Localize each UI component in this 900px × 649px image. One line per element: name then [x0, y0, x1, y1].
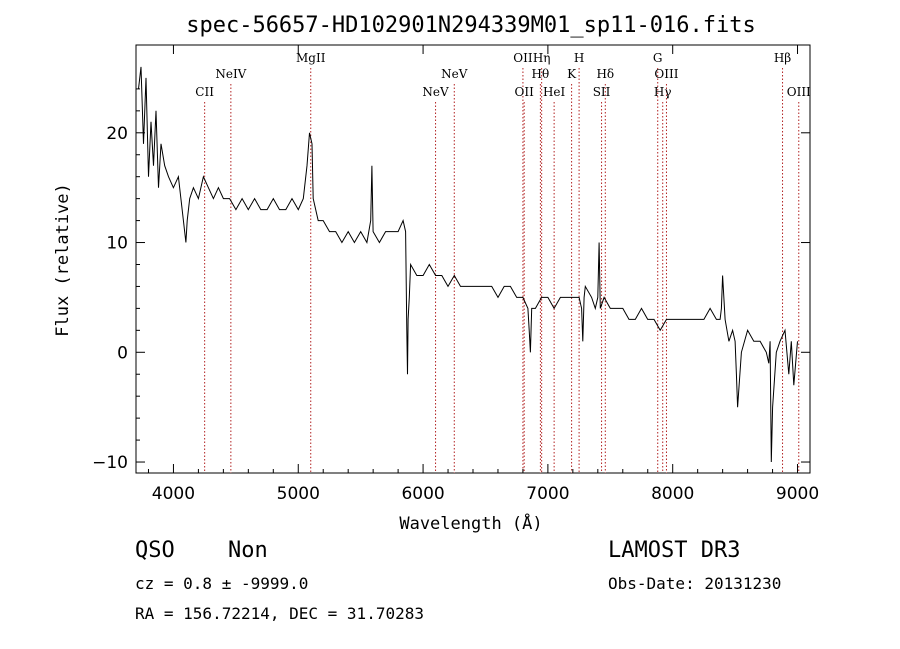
line-marker-label: SII — [593, 85, 611, 99]
chart-title: spec-56657-HD102901N294339M01_sp11-016.f… — [186, 13, 756, 38]
y-tick-label: 0 — [117, 343, 128, 363]
line-marker-label: H — [574, 51, 584, 65]
x-tick-label: 4000 — [152, 484, 195, 504]
line-marker-label: Hβ — [774, 51, 791, 65]
line-marker-label: K — [567, 67, 577, 81]
line-marker-label: OII — [513, 51, 533, 65]
line-marker-label: OIII — [787, 85, 811, 99]
spectrum-series-line — [138, 66, 798, 463]
x-axis-ticks: 4000 5000 6000 7000 8000 9000 — [147, 45, 819, 504]
y-tick-label: 20 — [106, 124, 128, 144]
line-marker-label: Hη — [533, 51, 551, 65]
line-marker-label: OII — [515, 85, 535, 99]
obs-date: Obs-Date: 20131230 — [608, 574, 782, 593]
redshift-readout: cz = 0.8 ± -9999.0 — [135, 574, 309, 593]
x-tick-label: 8000 — [651, 484, 694, 504]
line-marker-label: HeI — [543, 85, 566, 99]
object-class: QSO — [135, 538, 175, 563]
x-axis-label: Wavelength (Å) — [399, 512, 542, 534]
line-marker-label: MgII — [296, 51, 326, 65]
y-tick-label: −10 — [92, 453, 128, 473]
x-tick-label: 5000 — [277, 484, 320, 504]
ra-dec-readout: RA = 156.72214, DEC = 31.70283 — [135, 604, 424, 623]
line-marker-label: Hγ — [654, 85, 672, 99]
y-tick-label: 10 — [106, 234, 128, 254]
spectrum-chart: spec-56657-HD102901N294339M01_sp11-016.f… — [53, 13, 819, 534]
line-marker-label: Hδ — [596, 67, 614, 81]
y-axis-ticks: −10 0 10 20 — [92, 88, 810, 473]
line-marker-label: NeIV — [215, 67, 246, 81]
line-marker-label: OIII — [654, 67, 678, 81]
x-tick-label: 6000 — [401, 484, 444, 504]
line-marker-label: Hθ — [532, 67, 550, 81]
object-subclass: Non — [228, 538, 268, 563]
line-marker-label: CII — [195, 85, 214, 99]
x-tick-label: 7000 — [526, 484, 569, 504]
plot-frame — [135, 44, 811, 474]
line-marker-label: NeV — [441, 67, 468, 81]
survey-name: LAMOST DR3 — [608, 538, 741, 563]
line-marker-label: NeV — [422, 85, 449, 99]
line-marker-label: G — [653, 51, 663, 65]
y-axis-label: Flux (relative) — [53, 183, 73, 337]
x-tick-label: 9000 — [776, 484, 819, 504]
